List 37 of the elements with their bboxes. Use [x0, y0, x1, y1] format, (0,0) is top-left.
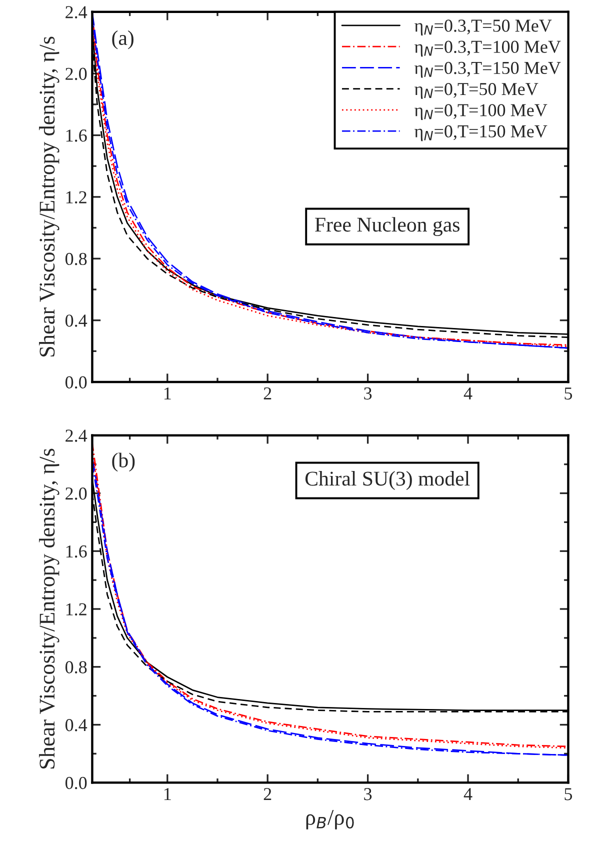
- legend-label: η$_{N}$=0.3,T=150 MeV: [414, 62, 561, 78]
- y-tick-label: 2.4: [66, 430, 88, 442]
- x-tick-label: 2: [264, 788, 272, 800]
- y-tick-label: 1.6: [66, 545, 87, 558]
- x-tick-label: 3: [364, 788, 372, 800]
- y-tick-label: 1.6: [66, 130, 87, 142]
- x-tick-label: 2: [264, 387, 272, 400]
- x-tick-label: 1: [164, 387, 171, 400]
- legend-label: η$_{N}$=0,T=50 MeV: [414, 82, 538, 99]
- y-tick-label: 0.0: [65, 376, 87, 389]
- x-tick-label: 4: [464, 788, 472, 800]
- y-tick-label: 0.0: [65, 776, 87, 790]
- legend-label: η$_{N}$=0,T=100 MeV: [414, 104, 548, 120]
- legend-label: η$_{N}$=0,T=150 MeV: [414, 125, 548, 142]
- x-tick-label: 1: [164, 788, 171, 800]
- y-tick-label: 0.4: [65, 314, 88, 327]
- x-tick-label: 5: [564, 788, 572, 800]
- legend-label: η$_{N}$=0.3,T=50 MeV: [414, 20, 552, 36]
- annotation: Free Nucleon gas: [315, 217, 460, 236]
- y-tick-label: 1.2: [66, 603, 86, 616]
- y-tick-label: 0.4: [65, 719, 88, 732]
- y-tick-label: 0.8: [65, 252, 87, 266]
- y-tick-label: 0.8: [65, 661, 87, 674]
- y-tick-label: 2.0: [66, 487, 87, 500]
- legend-label: η$_{N}$=0.3,T=100 MeV: [414, 40, 561, 57]
- annotation: (a): [112, 30, 134, 50]
- x-tick-label: 5: [564, 388, 572, 400]
- y-tick-label: 2.4: [66, 6, 88, 18]
- x-tick-label: 3: [364, 387, 372, 400]
- x-tick-label: 4: [464, 388, 472, 400]
- y-tick-label: 1.2: [66, 191, 86, 204]
- annotation: (b): [112, 452, 135, 472]
- y-axis-title: Shear Viscosity/Entropy density, η/s: [39, 36, 60, 356]
- y-tick-label: 2.0: [66, 68, 87, 80]
- y-axis-title: Shear Viscosity/Entropy density, η/s: [39, 448, 60, 769]
- x-axis-title: ρ$_{B}$/ρ$_{0}$: [306, 810, 354, 830]
- annotation: Chiral SU(3) model: [305, 471, 470, 490]
